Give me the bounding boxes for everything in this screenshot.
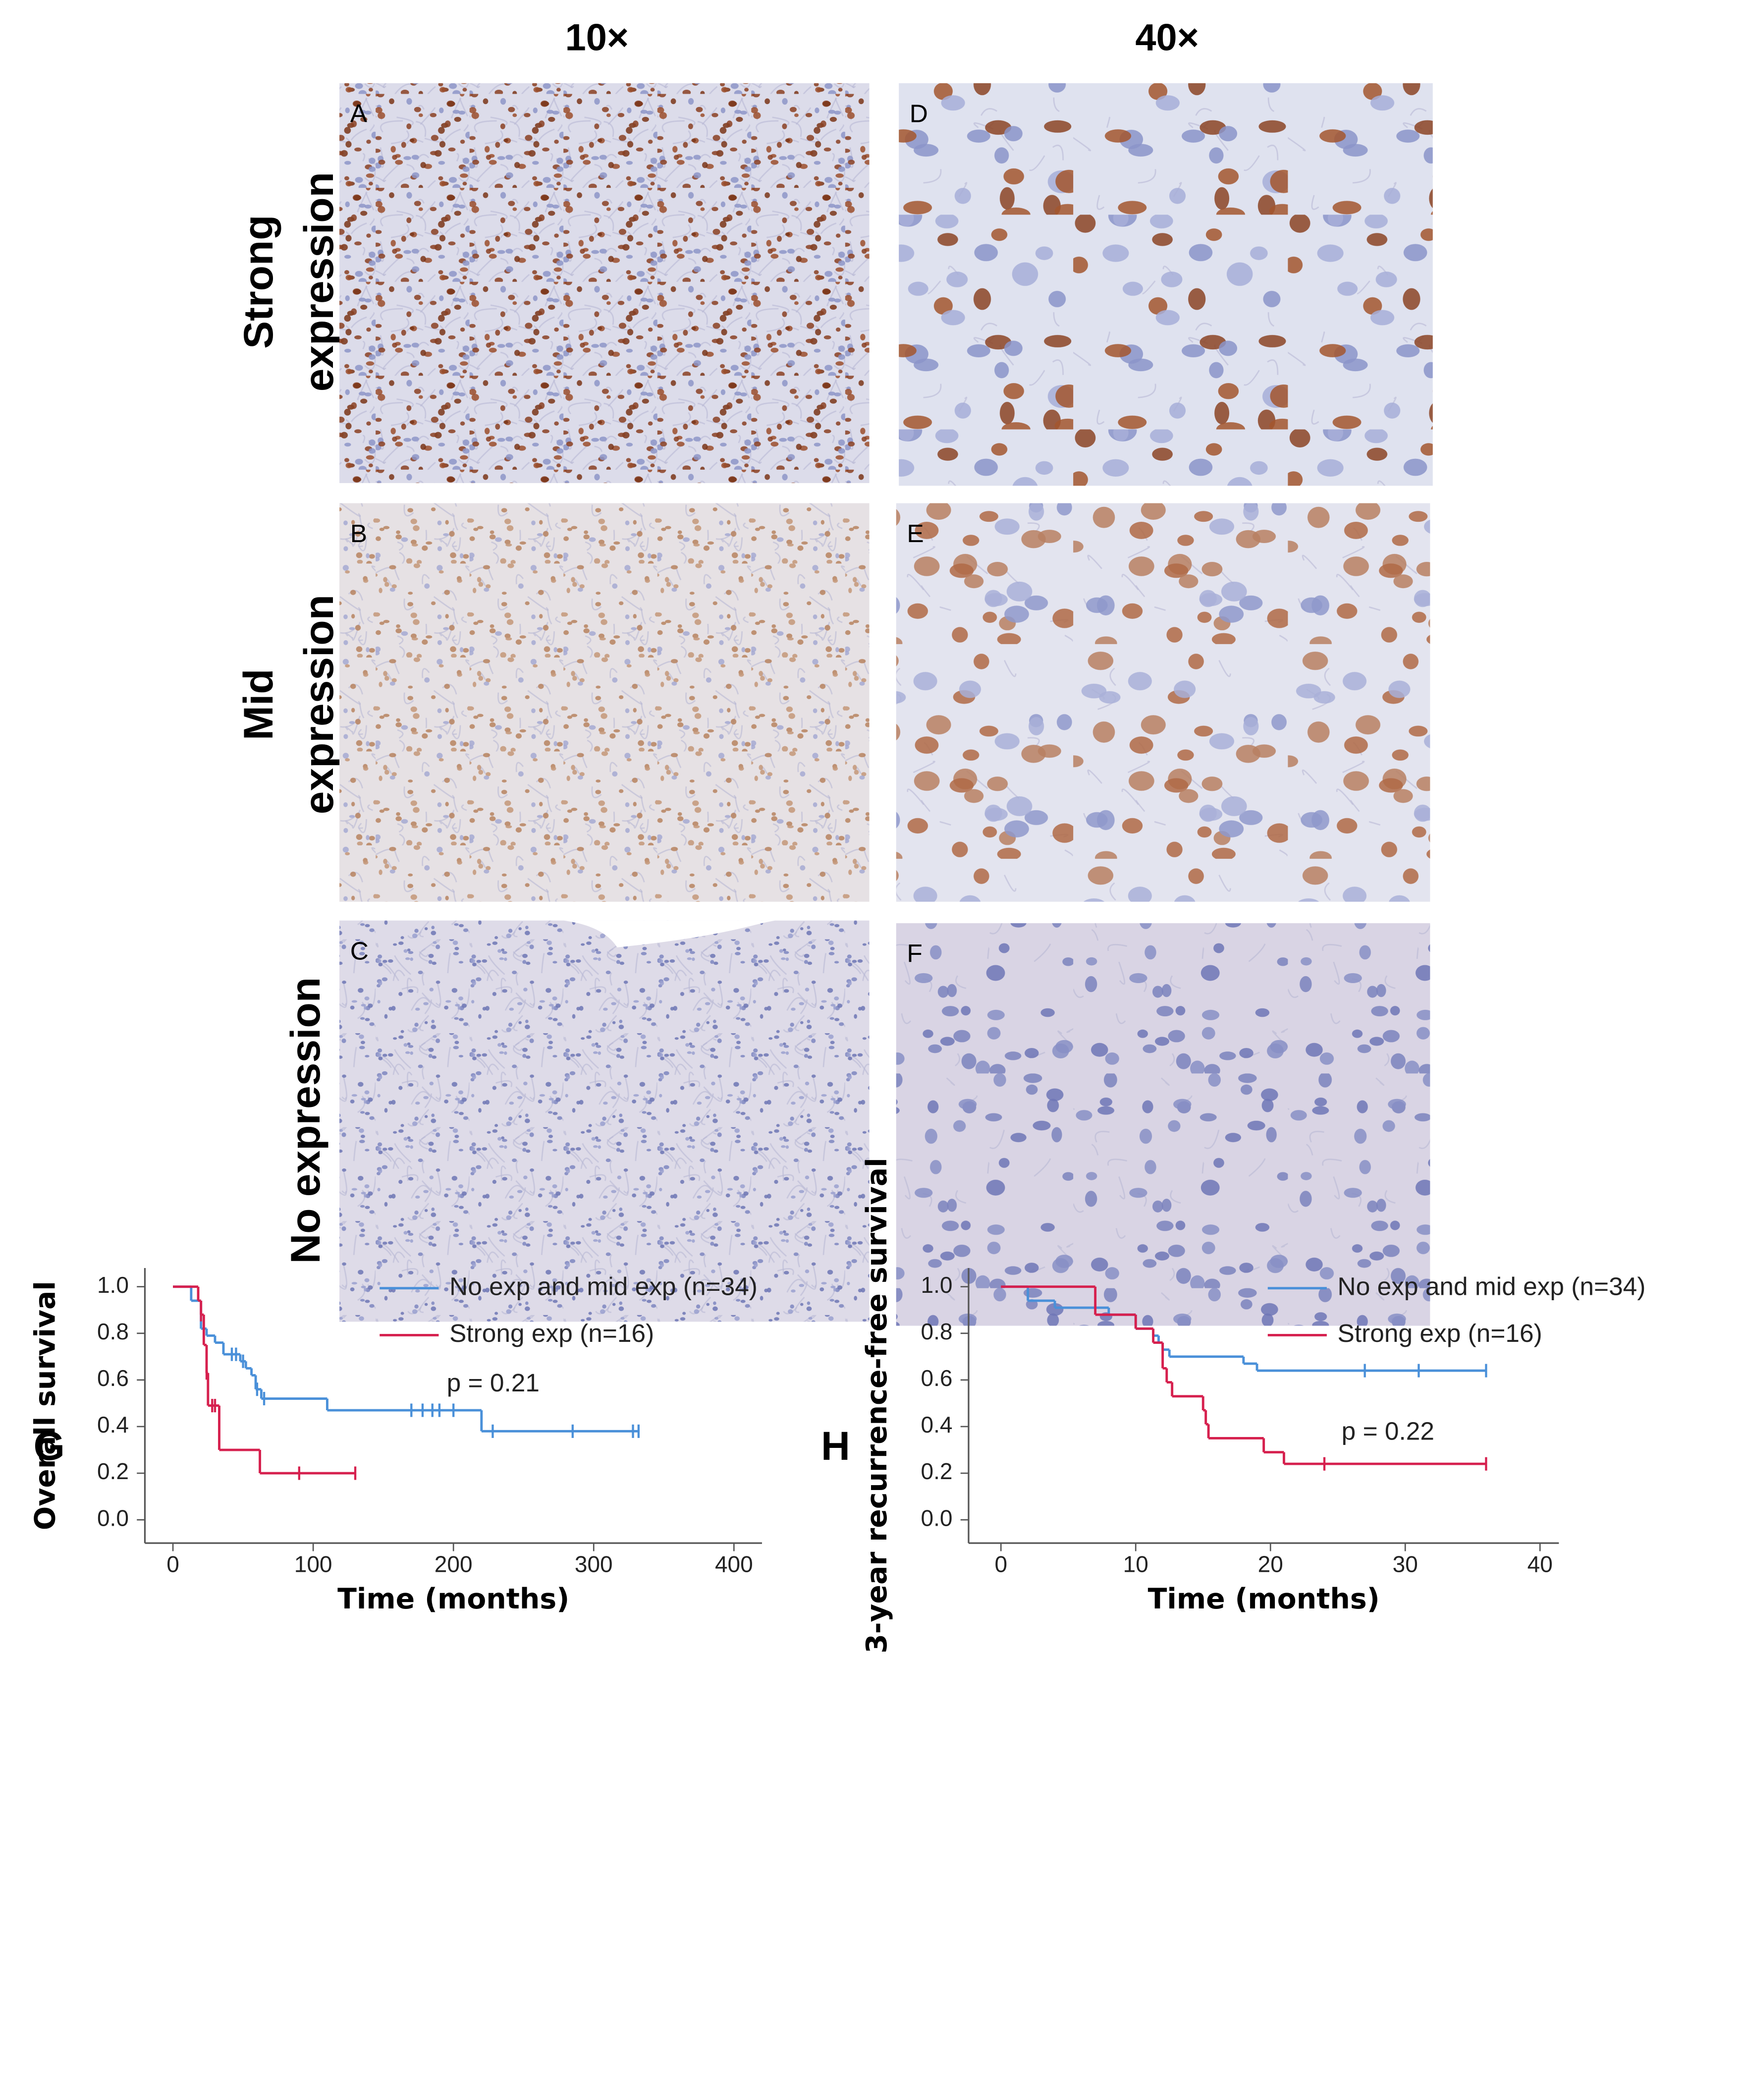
panel-label: H <box>821 1424 850 1469</box>
y-tick-label: 0.6 <box>921 1365 952 1391</box>
legend-label: No exp and mid exp (n=34) <box>449 1271 758 1300</box>
row-label: expression <box>295 172 342 391</box>
x-tick-label: 100 <box>294 1551 332 1577</box>
micrograph <box>899 83 1433 486</box>
x-axis-label: Time (months) <box>337 1583 569 1615</box>
column-header: 10× <box>565 16 629 58</box>
y-tick-label: 0.0 <box>97 1505 129 1531</box>
y-axis-label: Overall survival <box>29 1281 61 1530</box>
panel-letter: B <box>350 519 367 548</box>
panel-letter: E <box>907 519 924 548</box>
x-axis-label: Time (months) <box>1148 1583 1380 1615</box>
y-tick-label: 0.8 <box>97 1319 129 1344</box>
p-value: p = 0.22 <box>1342 1417 1434 1445</box>
micrograph <box>339 503 870 902</box>
y-tick-label: 0.4 <box>97 1412 129 1437</box>
p-value: p = 0.21 <box>447 1368 540 1397</box>
panel-label: G <box>34 1424 65 1469</box>
row-label: Mid <box>235 668 281 740</box>
y-tick-label: 0.0 <box>921 1505 952 1531</box>
micrograph <box>896 923 1430 1326</box>
panel-letter: A <box>350 99 368 127</box>
column-header: 40× <box>1135 16 1199 58</box>
row-label: expression <box>295 595 342 814</box>
row-label: No expression <box>282 977 328 1264</box>
micrograph <box>339 920 870 1322</box>
y-tick-label: 0.4 <box>921 1412 952 1437</box>
x-tick-label: 200 <box>435 1551 473 1577</box>
y-tick-label: 1.0 <box>97 1272 129 1298</box>
y-tick-label: 0.2 <box>921 1458 952 1484</box>
legend-label: Strong exp (n=16) <box>1338 1319 1542 1347</box>
micrograph <box>339 83 870 483</box>
x-tick-label: 30 <box>1393 1551 1418 1577</box>
y-tick-label: 0.6 <box>97 1365 129 1391</box>
x-tick-label: 10 <box>1123 1551 1148 1577</box>
legend-label: No exp and mid exp (n=34) <box>1338 1271 1646 1300</box>
x-tick-label: 400 <box>715 1551 753 1577</box>
y-tick-label: 0.8 <box>921 1319 952 1344</box>
row-label: Strong <box>235 215 281 348</box>
panel-letter: F <box>907 939 922 968</box>
micrograph <box>896 503 1430 902</box>
tissue-edge <box>563 919 805 947</box>
panel-letter: C <box>350 936 369 965</box>
x-tick-label: 40 <box>1527 1551 1553 1577</box>
x-tick-label: 20 <box>1258 1551 1283 1577</box>
panel-letter: D <box>910 99 928 127</box>
y-tick-label: 1.0 <box>921 1272 952 1298</box>
y-tick-label: 0.2 <box>97 1458 129 1484</box>
x-tick-label: 0 <box>994 1551 1007 1577</box>
legend-label: Strong exp (n=16) <box>449 1319 654 1347</box>
x-tick-label: 300 <box>575 1551 613 1577</box>
x-tick-label: 0 <box>166 1551 179 1577</box>
y-axis-label: 3-year recurrence-free survival <box>861 1158 893 1653</box>
